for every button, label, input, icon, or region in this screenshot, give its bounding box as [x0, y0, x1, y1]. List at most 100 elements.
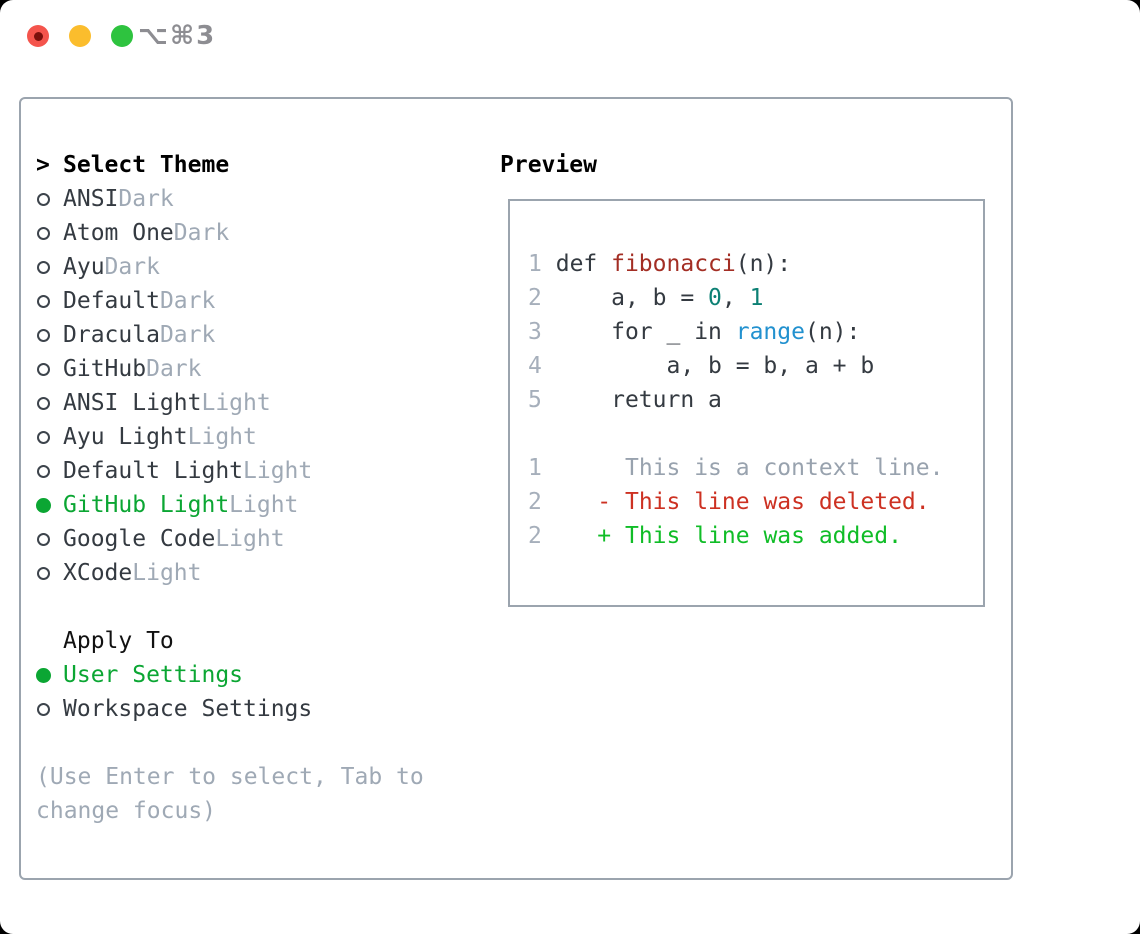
minimize-button[interactable]: [69, 25, 91, 47]
option-variant: Light: [243, 458, 313, 484]
code-token: for _ in: [555, 319, 736, 345]
option-variant: Dark: [146, 356, 202, 382]
theme-option-atom-one[interactable]: Atom One Dark: [36, 216, 500, 250]
line-number: 4: [528, 353, 542, 379]
option-variant: Light: [215, 526, 285, 552]
code-token: (n):: [804, 319, 861, 345]
theme-option-ansi[interactable]: ANSI Dark: [36, 182, 500, 216]
spacer: [36, 726, 500, 760]
preview-header: Preview: [500, 148, 1011, 182]
option-label: Ayu Light: [63, 424, 188, 450]
radio-icon: [36, 532, 63, 546]
option-label: ANSI Light: [63, 390, 202, 416]
apply-to-header: Apply To: [36, 624, 500, 658]
theme-option-default[interactable]: Default Dark: [36, 284, 500, 318]
diff-marker: -: [597, 489, 612, 515]
option-variant: Light: [187, 424, 257, 450]
code-line: 1 def fibonacci(n):: [528, 251, 791, 277]
option-variant: Dark: [118, 186, 174, 212]
diff-marker: [597, 455, 611, 481]
radio-icon: [36, 702, 63, 716]
option-label: Atom One: [63, 220, 174, 246]
diff-text: This line was deleted.: [624, 489, 930, 515]
apply-to-list: User Settings Workspace Settings: [36, 658, 500, 726]
diff-text: This is a context line.: [624, 455, 944, 481]
code-token: return a: [555, 387, 722, 413]
line-number: 3: [528, 319, 542, 345]
code-token: range: [735, 319, 805, 345]
theme-option-ayu-light[interactable]: Ayu Light Light: [36, 420, 500, 454]
radio-icon: [36, 396, 63, 410]
code-token: 0: [708, 285, 722, 311]
radio-icon: [36, 430, 63, 444]
apply-to-title: Apply To: [63, 628, 174, 654]
radio-icon: [36, 192, 63, 206]
option-variant: Light: [229, 492, 299, 518]
option-variant: Dark: [173, 220, 230, 246]
code-line: 4 a, b = b, a + b: [528, 353, 874, 379]
apply-option-user-settings[interactable]: User Settings: [36, 658, 500, 692]
option-label: ANSI: [63, 186, 119, 212]
option-variant: Dark: [159, 288, 216, 314]
code-line: 3 for _ in range(n):: [528, 319, 860, 345]
theme-list: ANSI Dark Atom One Dark Ayu Dark Default Da…: [36, 182, 500, 590]
diff-text: This line was added.: [624, 523, 902, 549]
theme-picker-panel: > Select Theme ANSI Dark Atom One Dark Ayu…: [19, 97, 1013, 880]
radio-selected-icon: [36, 667, 63, 683]
option-variant: Light: [201, 390, 271, 416]
code-token: ,: [721, 285, 750, 311]
radio-selected-icon: [36, 497, 63, 513]
option-label: XCode: [63, 560, 133, 586]
radio-icon: [36, 260, 63, 274]
radio-icon: [36, 464, 63, 478]
preview-code: 1 def fibonacci(n): 2 a, b = 0, 1 3 for …: [510, 201, 983, 553]
select-theme-title: Select Theme: [63, 152, 230, 178]
option-label: GitHub: [63, 356, 147, 382]
line-number: 5: [528, 387, 542, 413]
prompt-icon: >: [36, 152, 50, 178]
code-token: (n):: [735, 251, 792, 277]
window-title-shortcut: ⌥⌘3: [138, 21, 217, 51]
radio-icon: [36, 362, 63, 376]
option-label: Workspace Settings: [63, 696, 313, 722]
radio-icon: [36, 226, 63, 240]
option-label: Default Light: [63, 458, 244, 484]
radio-icon: [36, 566, 63, 580]
radio-icon: [36, 294, 63, 308]
code-token: fibonacci: [611, 251, 736, 277]
theme-option-xcode[interactable]: XCode Light: [36, 556, 500, 590]
zoom-button[interactable]: [111, 25, 133, 47]
theme-option-dracula[interactable]: Dracula Dark: [36, 318, 500, 352]
option-label: User Settings: [63, 662, 244, 688]
line-number: 1: [528, 251, 542, 277]
theme-option-github[interactable]: GitHub Dark: [36, 352, 500, 386]
theme-option-ansi-light[interactable]: ANSI Light Light: [36, 386, 500, 420]
theme-option-google-code[interactable]: Google Code Light: [36, 522, 500, 556]
close-dot-icon: [33, 31, 43, 41]
theme-option-github-light[interactable]: GitHub Light Light: [36, 488, 500, 522]
option-label: GitHub Light: [63, 492, 230, 518]
titlebar: ⌥⌘3: [0, 0, 1140, 72]
close-button[interactable]: [27, 25, 49, 47]
hint-line: (Use Enter to select, Tab to: [36, 764, 424, 790]
code-token: a, b = b, a + b: [555, 353, 875, 379]
diff-line-context: 1 This is a context line.: [528, 455, 943, 481]
option-label: Dracula: [63, 322, 160, 348]
preview-pane: Preview 1 def fibonacci(n): 2 a, b = 0, …: [500, 148, 1011, 878]
code-token: a, b =: [555, 285, 709, 311]
code-line: 5 return a: [528, 387, 722, 413]
theme-option-ayu[interactable]: Ayu Dark: [36, 250, 500, 284]
option-variant: Dark: [159, 322, 216, 348]
select-theme-header: > Select Theme: [36, 148, 500, 182]
line-number: 2: [528, 523, 542, 549]
spacer: [36, 590, 500, 624]
theme-option-default-light[interactable]: Default Light Light: [36, 454, 500, 488]
diff-line-added: 2 + This line was added.: [528, 523, 902, 549]
option-label: Default: [63, 288, 160, 314]
option-variant: Dark: [104, 254, 160, 280]
line-number: 2: [528, 285, 542, 311]
code-token: def: [555, 251, 612, 277]
diff-line-deleted: 2 - This line was deleted.: [528, 489, 930, 515]
apply-option-workspace-settings[interactable]: Workspace Settings: [36, 692, 500, 726]
